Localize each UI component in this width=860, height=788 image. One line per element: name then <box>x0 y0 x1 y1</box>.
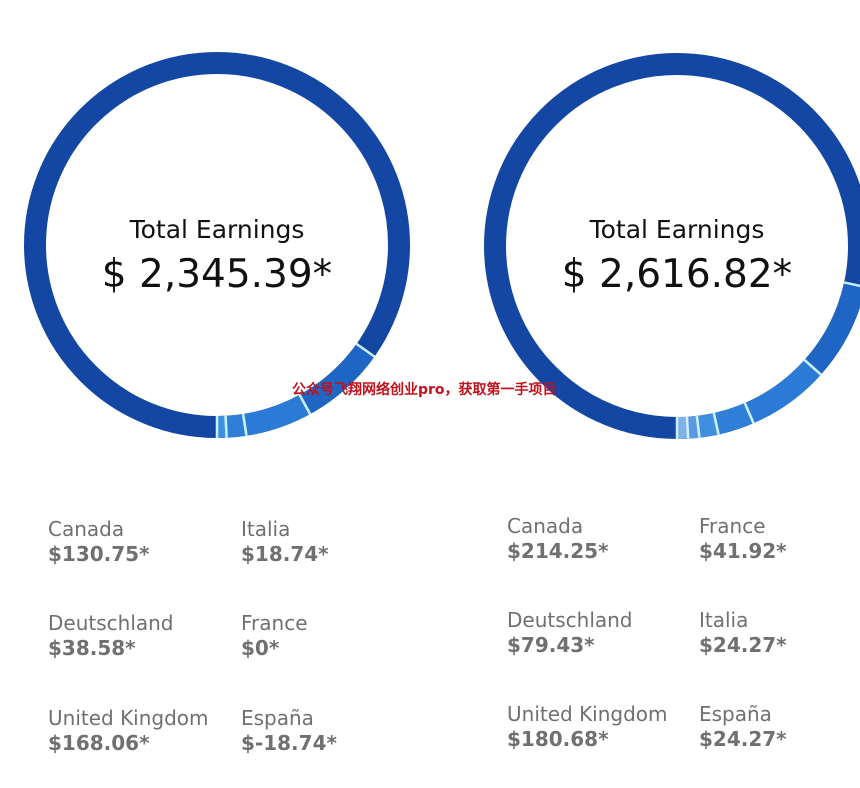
segment-separator <box>685 416 690 439</box>
region-value: $18.74* <box>241 542 329 566</box>
region-name: España <box>241 706 314 730</box>
region-name: Deutschland <box>507 608 633 632</box>
donut-segment-canada <box>242 394 311 436</box>
region-earnings: Canada $214.25* <box>507 514 609 564</box>
region-value: $41.92* <box>699 539 787 563</box>
region-name: Deutschland <box>48 611 174 635</box>
watermark: 公众号飞翔网络创业pro，获取第一手项目 <box>292 382 557 398</box>
region-earnings: Deutschland $79.43* <box>507 608 633 658</box>
region-earnings: España $24.27* <box>699 702 787 752</box>
region-earnings: France $41.92* <box>699 514 787 564</box>
segment-separator <box>743 402 755 424</box>
region-name: España <box>699 702 772 726</box>
donut-segment-canada <box>804 282 860 375</box>
donut-segment-deutschland <box>225 413 247 438</box>
segment-separator <box>843 281 860 288</box>
region-name: Italia <box>241 517 291 541</box>
region-name: France <box>241 611 308 635</box>
region-earnings: United Kingdom $180.68* <box>507 702 668 752</box>
region-earnings: Deutschland $38.58* <box>48 611 174 661</box>
segment-separator <box>695 415 701 438</box>
region-value: $214.25* <box>507 539 609 563</box>
region-value: $24.27* <box>699 633 787 657</box>
region-name: United Kingdom <box>507 702 668 726</box>
region-value: $0* <box>241 636 280 660</box>
region-name: France <box>699 514 766 538</box>
donut-segment-italia <box>686 415 700 439</box>
region-name: Italia <box>699 608 749 632</box>
region-value: $168.06* <box>48 731 150 755</box>
donut-segment-united-kingdom <box>299 343 375 415</box>
donut-segment-france <box>696 412 719 438</box>
region-earnings: Italia $18.74* <box>241 517 329 567</box>
segment-separator <box>803 358 822 376</box>
region-value: $180.68* <box>507 727 609 751</box>
segment-separator <box>355 342 376 358</box>
total-earnings-title: Total Earnings <box>129 215 305 244</box>
region-earnings: Italia $24.27* <box>699 608 787 658</box>
region-name: Canada <box>507 514 584 538</box>
region-earnings: United Kingdom $168.06* <box>48 706 209 756</box>
left-total: Total Earnings $ 2,345.39* <box>67 215 367 297</box>
region-value: $79.43* <box>507 633 595 657</box>
total-earnings-amount: $ 2,345.39* <box>101 252 333 297</box>
region-earnings: France $0* <box>241 611 308 661</box>
region-name: Canada <box>48 517 125 541</box>
right-total: Total Earnings $ 2,616.82* <box>527 215 827 297</box>
segment-separator <box>298 394 312 415</box>
region-value: $-18.74* <box>241 731 337 755</box>
segment-separator <box>241 413 248 436</box>
total-earnings-title: Total Earnings <box>589 215 765 244</box>
segment-separator <box>224 415 228 438</box>
region-value: $130.75* <box>48 542 150 566</box>
segment-separator <box>712 412 720 435</box>
total-earnings-amount: $ 2,616.82* <box>561 252 793 297</box>
donut-segment-deutschland <box>713 402 754 435</box>
region-earnings: Canada $130.75* <box>48 517 150 567</box>
donut-segment-united-kingdom <box>744 359 821 424</box>
region-earnings: España $-18.74* <box>241 706 337 756</box>
region-value: $38.58* <box>48 636 136 660</box>
region-value: $24.27* <box>699 727 787 751</box>
region-name: United Kingdom <box>48 706 209 730</box>
